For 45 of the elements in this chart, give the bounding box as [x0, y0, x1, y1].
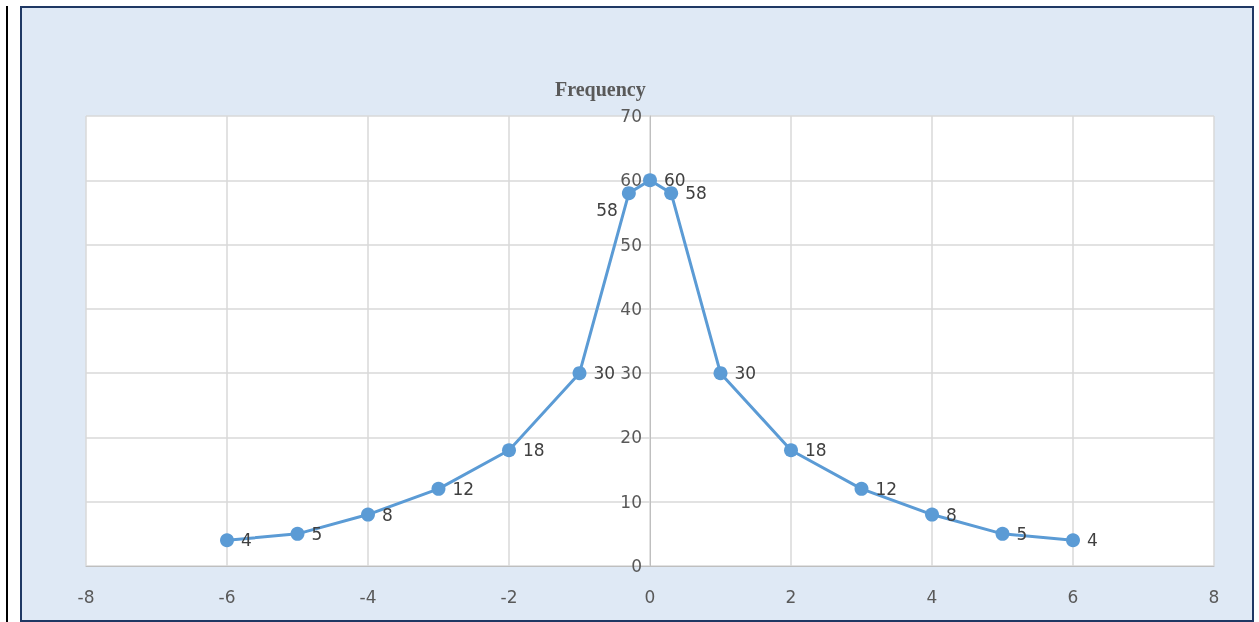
point [664, 186, 679, 201]
data-label: 4 [1087, 530, 1098, 551]
data-label: 18 [523, 440, 545, 461]
x-tick-label: 2 [785, 586, 797, 607]
data-label: 30 [734, 363, 757, 384]
y-tick-label: 20 [620, 427, 642, 448]
x-tick-label: -6 [218, 586, 236, 607]
point [1066, 533, 1080, 548]
y-tick-label: 70 [620, 106, 642, 126]
data-label: 58 [685, 183, 707, 204]
point [431, 481, 446, 496]
y-tick-label: 30 [620, 363, 642, 384]
data-label: 58 [596, 200, 618, 221]
point [220, 533, 234, 548]
x-tick-label: -8 [77, 586, 95, 607]
data-label: 30 [593, 363, 616, 384]
y-tick-label: 40 [620, 298, 642, 319]
x-tick-label: 6 [1067, 586, 1079, 607]
y-tick-label: 10 [620, 491, 642, 512]
point [502, 443, 516, 458]
point [621, 186, 636, 201]
x-tick-label: -4 [359, 586, 377, 607]
point [925, 507, 939, 522]
data-label: 12 [452, 478, 475, 499]
point [784, 443, 798, 458]
data-label: 18 [805, 440, 827, 461]
point [361, 507, 375, 522]
y-tick-label: 50 [620, 234, 642, 255]
data-label: 60 [664, 170, 686, 191]
point [290, 526, 305, 541]
y-tick-label: 60 [620, 170, 642, 191]
point [643, 173, 657, 188]
x-tick-label: 4 [926, 586, 938, 607]
data-label: 8 [382, 504, 393, 525]
chart-title: Frequency [555, 78, 646, 101]
point [995, 526, 1010, 541]
x-tick-label: 8 [1208, 586, 1220, 607]
point [854, 481, 869, 496]
point [572, 366, 587, 381]
data-label: 12 [875, 478, 898, 499]
x-tick-label: 0 [644, 586, 656, 607]
y-tick-label: 0 [631, 556, 642, 576]
x-tick-label: -2 [500, 586, 518, 607]
point [713, 366, 728, 381]
data-label: 5 [311, 523, 323, 544]
